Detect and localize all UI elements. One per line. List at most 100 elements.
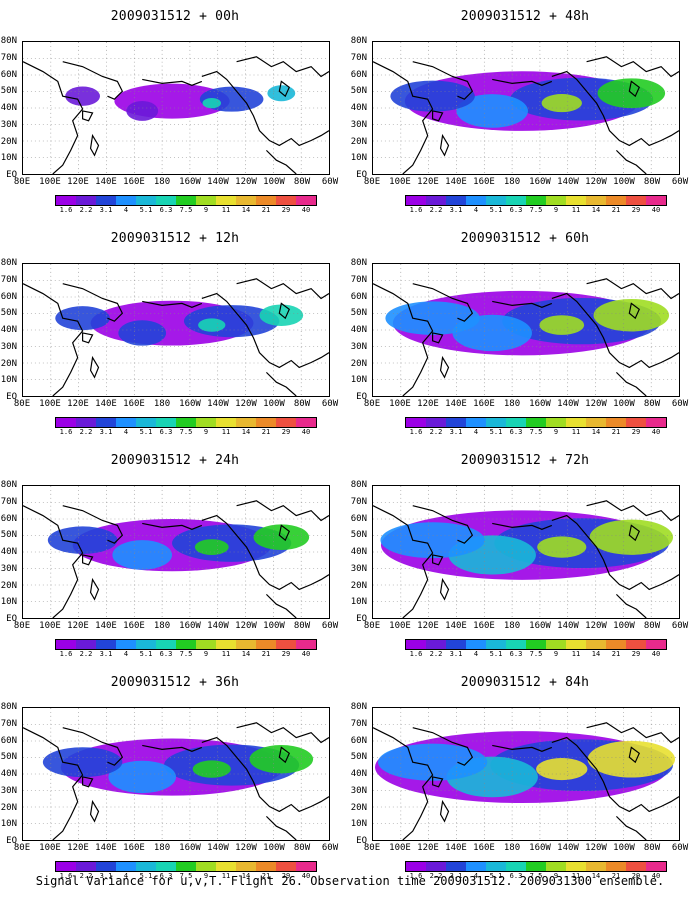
- colorbar-value: 7.5: [529, 650, 543, 658]
- coastline: [142, 300, 203, 308]
- colorbar-swatch: [176, 862, 196, 871]
- variance-contour: [55, 306, 110, 331]
- coastline: [492, 744, 553, 752]
- latitude-label: 20N: [350, 136, 367, 147]
- variance-contour: [192, 760, 231, 778]
- coastline: [89, 577, 100, 601]
- colorbar-value: 5.1: [489, 206, 503, 214]
- variance-map: [372, 707, 680, 841]
- colorbar-value: 3.1: [449, 872, 463, 880]
- colorbar-value: 6.3: [509, 428, 523, 436]
- colorbar-value: 29: [631, 650, 641, 658]
- latitude-label: 40N: [0, 325, 17, 335]
- colorbar-swatch: [586, 640, 606, 649]
- coastline: [82, 110, 94, 122]
- colorbar-swatch: [566, 640, 586, 649]
- latitude-label: 80N: [350, 702, 367, 712]
- longitude-label: 120W: [585, 177, 607, 187]
- colorbar-value: 7.5: [529, 206, 543, 214]
- coastline: [412, 61, 474, 100]
- longitude-label: 180: [503, 399, 521, 409]
- map-canvas: [373, 42, 679, 174]
- colorbar-value: 14: [591, 872, 601, 880]
- colorbar-value: 21: [261, 872, 271, 880]
- map-canvas: [373, 486, 679, 618]
- coastline: [615, 149, 647, 174]
- longitude-label: 100E: [39, 399, 61, 409]
- colorbar-swatch: [426, 862, 446, 871]
- colorbar-value: 3.1: [99, 872, 113, 880]
- coastline: [142, 78, 203, 86]
- coastline: [62, 283, 124, 322]
- colorbar-swatch: [566, 862, 586, 871]
- longitude-label: 120E: [67, 177, 89, 187]
- colorbar-swatch: [546, 862, 566, 871]
- coastline: [236, 500, 329, 522]
- colorbar-swatch: [56, 418, 76, 427]
- colorbar-swatch: [526, 196, 546, 205]
- colorbar-value: 4: [123, 428, 129, 436]
- colorbar-value: 3.1: [99, 650, 113, 658]
- colorbar-value: 6.3: [159, 428, 173, 436]
- coastline: [586, 56, 679, 78]
- longitude-label: 120W: [235, 399, 257, 409]
- longitude-label: 80W: [293, 843, 311, 853]
- coastline: [439, 133, 450, 157]
- colorbar-value: 40: [301, 872, 311, 880]
- latitude-label: EQ: [356, 614, 367, 624]
- latitude-label: 10N: [350, 153, 367, 164]
- colorbar-swatch: [236, 196, 256, 205]
- colorbar-value: 21: [611, 206, 621, 214]
- longitude-label: 140E: [445, 399, 467, 409]
- latitude-label: 50N: [350, 752, 367, 763]
- panel-title: 2009031512 + 72h: [460, 453, 590, 468]
- panel-title: 2009031512 + 12h: [110, 231, 240, 246]
- colorbar: [55, 639, 317, 650]
- latitude-label: 50N: [0, 530, 17, 541]
- latitude-label: 70N: [350, 718, 367, 729]
- map-canvas: [23, 264, 329, 396]
- colorbar: [55, 195, 317, 206]
- colorbar-value: 4: [123, 650, 129, 658]
- longitude-label: 140W: [557, 843, 579, 853]
- latitude-label: 30N: [350, 119, 367, 130]
- coastline: [278, 524, 290, 542]
- coastline: [142, 522, 203, 530]
- colorbar-swatch: [466, 640, 486, 649]
- longitude-label: 120E: [67, 843, 89, 853]
- longitude-label: 160E: [123, 621, 145, 631]
- longitude-label: 160W: [529, 843, 551, 853]
- coastline: [82, 776, 94, 788]
- colorbar-swatch: [156, 196, 176, 205]
- longitude-label: 60W: [671, 843, 689, 853]
- coastline: [586, 722, 679, 744]
- colorbar-value: 3.1: [449, 650, 463, 658]
- longitude-label: 140W: [207, 843, 229, 853]
- latitude-label: 60N: [0, 513, 17, 524]
- longitude-label: 160E: [473, 621, 495, 631]
- longitude-label: 120W: [585, 621, 607, 631]
- coastline: [439, 799, 450, 823]
- latitude-label: 30N: [0, 119, 17, 130]
- longitude-label: 80W: [643, 621, 661, 631]
- colorbar-swatch: [446, 418, 466, 427]
- colorbar-value: 1.6: [409, 206, 423, 214]
- colorbar-swatch: [136, 862, 156, 871]
- longitude-label: 120W: [585, 399, 607, 409]
- longitude-label: 140E: [95, 177, 117, 187]
- colorbar-value: 5.1: [489, 872, 503, 880]
- colorbar-value: 1.6: [59, 872, 73, 880]
- latitude-label: EQ: [356, 392, 367, 402]
- latitude-label: 60N: [350, 69, 367, 80]
- colorbar-swatch: [76, 862, 96, 871]
- longitude-label: 80W: [293, 399, 311, 409]
- colorbar-swatch: [446, 640, 466, 649]
- colorbar-swatch: [546, 418, 566, 427]
- longitude-label: 100E: [389, 843, 411, 853]
- longitude-label: 80W: [293, 177, 311, 187]
- colorbar-value: 1.6: [409, 650, 423, 658]
- colorbar-value: 3.1: [99, 428, 113, 436]
- coastline: [201, 514, 329, 591]
- colorbar-value: 29: [631, 206, 641, 214]
- colorbar-swatch: [56, 196, 76, 205]
